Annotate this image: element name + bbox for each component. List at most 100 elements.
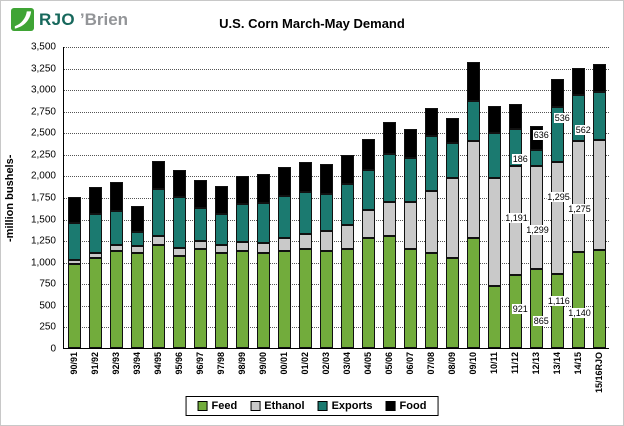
bar-99-00 xyxy=(257,47,270,348)
bar-segment-food xyxy=(236,175,249,204)
bar-segment-exports xyxy=(152,188,165,237)
bar-92-93 xyxy=(110,47,123,348)
bar-12-13 xyxy=(530,47,543,348)
bar-segment-feed xyxy=(257,253,270,348)
gridline xyxy=(64,176,609,178)
data-label-feed-13-14: 865 xyxy=(532,316,550,327)
bar-segment-food xyxy=(551,78,564,108)
bar-segment-food xyxy=(278,167,291,197)
bar-03-04 xyxy=(341,47,354,348)
x-label-92-93: 92/93 xyxy=(110,352,121,375)
x-label-11-12: 11/12 xyxy=(509,352,520,375)
logo-text-rjo: RJO xyxy=(39,9,75,29)
y-tick-label: 3,000 xyxy=(30,84,56,96)
y-tick-label: 250 xyxy=(39,321,56,333)
y-tick-label: 1,500 xyxy=(30,214,56,226)
bar-segment-feed xyxy=(278,251,291,348)
bar-segment-ethanol xyxy=(320,231,333,252)
bar-segment-ethanol xyxy=(383,201,396,237)
bar-segment-food xyxy=(152,161,165,189)
legend-label-food: Food xyxy=(399,400,427,412)
bar-11-12 xyxy=(509,47,522,348)
data-label-ethanol-12-13: 1,191 xyxy=(504,213,529,224)
bar-segment-ethanol xyxy=(257,243,270,254)
bar-segment-exports xyxy=(299,192,312,234)
x-label-93-94: 93/94 xyxy=(131,352,142,375)
legend-item-ethanol: Ethanol xyxy=(250,400,305,412)
bar-segment-exports xyxy=(593,92,606,141)
bar-segment-ethanol xyxy=(68,259,81,265)
bar-segment-ethanol xyxy=(131,245,144,254)
bar-segment-food xyxy=(194,180,207,208)
bar-segment-feed xyxy=(467,238,480,348)
bar-segment-ethanol xyxy=(194,241,207,250)
y-tick-label: 500 xyxy=(39,300,56,312)
bar-segment-feed xyxy=(299,249,312,348)
bar-segment-feed xyxy=(425,253,438,348)
rjobrien-logo-icon xyxy=(11,8,34,31)
gridline xyxy=(64,198,609,199)
data-label-feed-14-15: 1,116 xyxy=(546,295,571,306)
bar-06-07 xyxy=(404,47,417,348)
bar-segment-feed xyxy=(68,264,81,348)
bar-segment-ethanol xyxy=(362,209,375,239)
gridline xyxy=(64,284,609,286)
gridline xyxy=(64,262,609,264)
bar-segment-food xyxy=(215,186,228,214)
bar-segment-ethanol xyxy=(110,245,123,252)
bar-segment-food xyxy=(110,182,123,211)
plot-area: 921 1,191 186 865 1,299 636 1,116 1,295 536 1,140… xyxy=(63,47,609,349)
y-tick-label: 1,000 xyxy=(30,257,56,269)
bar-segment-exports xyxy=(215,213,228,245)
bar-segment-exports xyxy=(425,136,438,192)
bar-08-09 xyxy=(446,47,459,348)
y-tick-label: 3,500 xyxy=(30,41,56,53)
x-label-99-00: 99/00 xyxy=(257,352,268,375)
bar-segment-exports xyxy=(278,196,291,239)
x-label-12-13: 12/13 xyxy=(530,352,541,375)
bar-segment-food xyxy=(299,162,312,193)
bar-segment-feed xyxy=(572,252,585,348)
bar-segment-food xyxy=(572,68,585,95)
bar-segment-ethanol xyxy=(152,236,165,245)
bar-segment-ethanol xyxy=(299,233,312,250)
bar-segment-ethanol xyxy=(89,252,102,258)
bar-95-96 xyxy=(173,47,186,348)
legend-item-food: Food xyxy=(385,400,427,412)
x-label-10-11: 10/11 xyxy=(488,352,499,375)
bar-05-06 xyxy=(383,47,396,348)
legend-item-feed: Feed xyxy=(197,400,237,412)
bar-segment-ethanol xyxy=(404,201,417,250)
bar-segment-food xyxy=(383,122,396,154)
bar-segment-feed xyxy=(89,257,102,348)
data-label-feed-15-16rjo: 1,140 xyxy=(567,307,592,318)
x-label-15-16rjo: 15/16RJO xyxy=(593,352,604,394)
bar-segment-feed xyxy=(341,249,354,348)
data-label-ethanol-15-16rjo: 1,275 xyxy=(567,203,592,214)
y-tick-label: 2,000 xyxy=(30,170,56,182)
x-label-01-02: 01/02 xyxy=(299,352,310,375)
bar-segment-exports xyxy=(488,133,501,179)
bar-segment-food xyxy=(131,206,144,232)
bar-90-91 xyxy=(68,47,81,348)
x-label-97-98: 97/98 xyxy=(215,352,226,375)
bar-segment-ethanol xyxy=(488,178,501,286)
bar-segment-exports xyxy=(68,222,81,260)
bar-segment-feed xyxy=(551,273,564,348)
bar-segment-feed xyxy=(362,238,375,348)
bar-segment-ethanol xyxy=(467,140,480,239)
bar-segment-food xyxy=(446,117,459,144)
y-axis-ticks: 0 250 500 750 1,000 1,250 1,500 1,750 2,000 2,250… xyxy=(1,42,59,355)
bar-segment-feed xyxy=(404,249,417,348)
bar-segment-food xyxy=(509,103,522,129)
chart-title: U.S. Corn March-May Demand xyxy=(219,16,405,31)
bar-segment-ethanol xyxy=(341,225,354,250)
y-tick-label: 2,500 xyxy=(30,127,56,139)
bar-segment-feed xyxy=(131,253,144,348)
y-tick-label: 2,750 xyxy=(30,106,56,118)
legend-label-ethanol: Ethanol xyxy=(264,400,305,412)
gridline xyxy=(64,219,609,221)
bar-segment-exports xyxy=(446,143,459,178)
bar-segment-food xyxy=(425,107,438,137)
